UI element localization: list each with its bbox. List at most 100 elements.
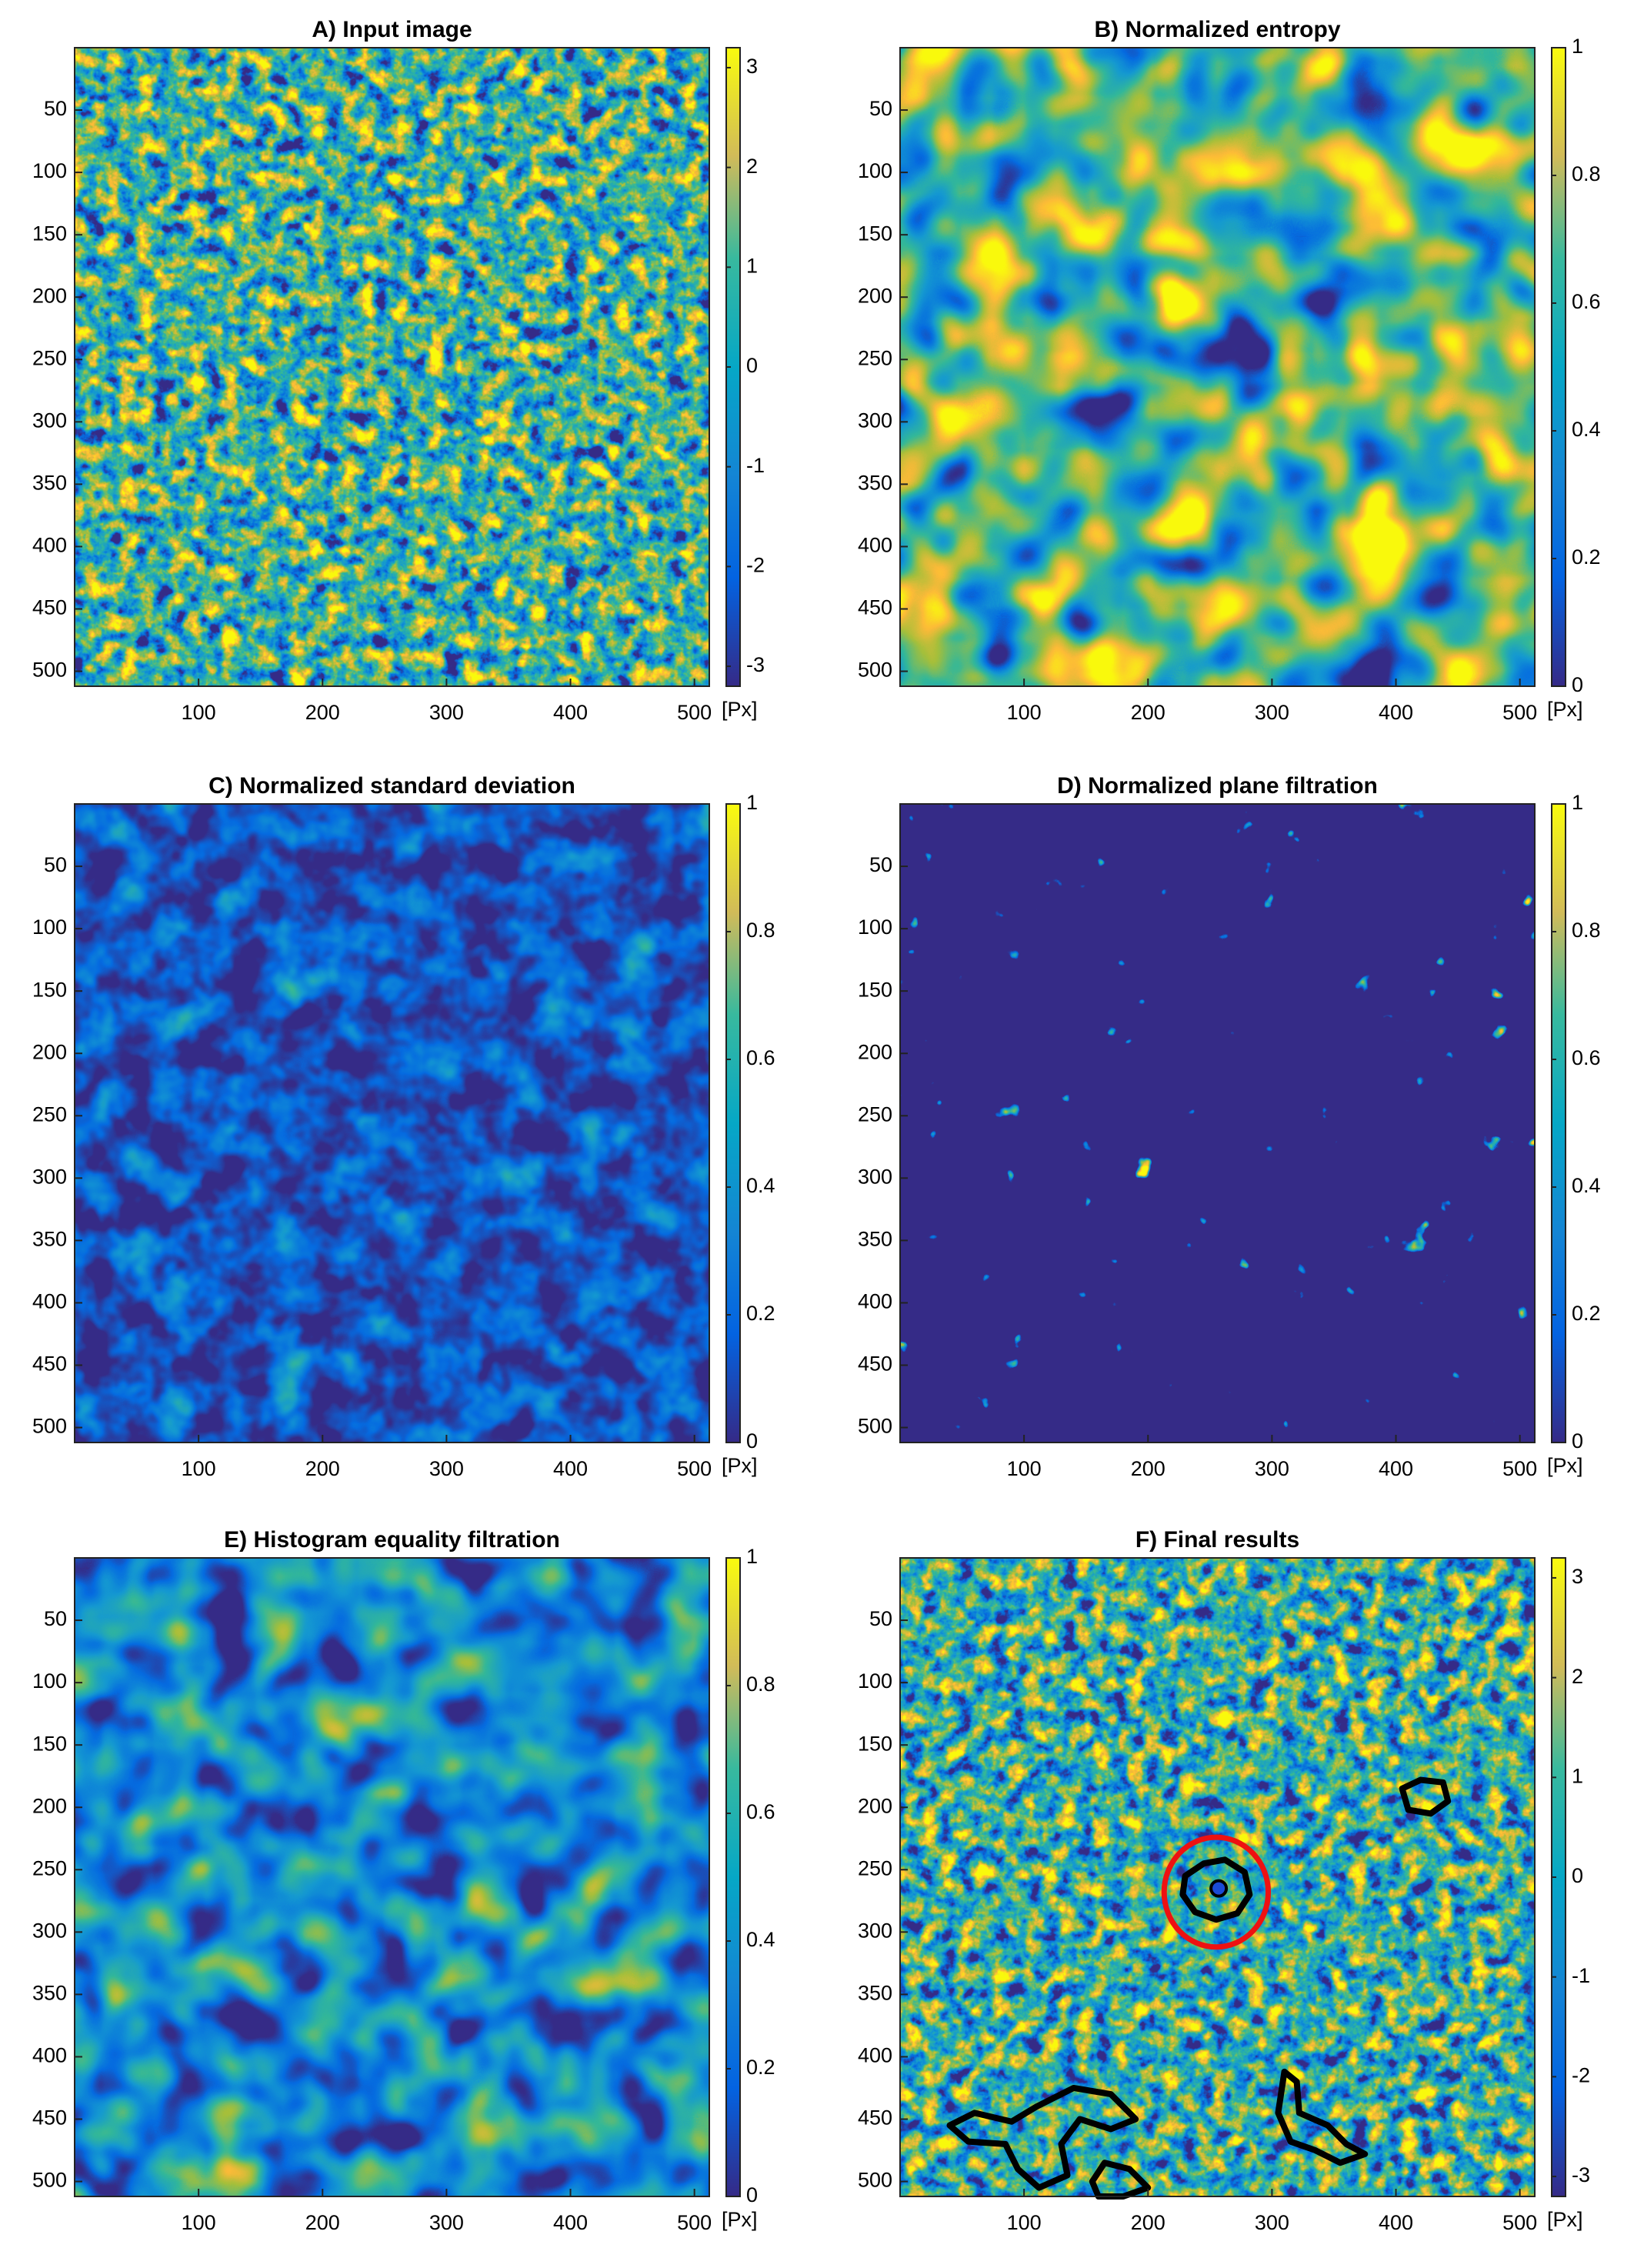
- panel: D) Normalized plane filtration 100 200 300 4…: [858, 773, 1601, 1480]
- colorbar-tick-label: 0.4: [746, 1174, 775, 1197]
- colorbar-tick-label: 2: [746, 155, 758, 178]
- colorbar: [1551, 803, 1566, 1443]
- y-tick-label: 150: [32, 1732, 67, 1755]
- y-tick-label: 450: [858, 1352, 892, 1376]
- x-tick-label: 300: [429, 1457, 464, 1480]
- y-tick-label: 400: [858, 2044, 892, 2067]
- x-tick-label: 100: [182, 701, 216, 724]
- y-tick-label: 250: [32, 346, 67, 369]
- y-tick-label: 450: [32, 2106, 67, 2130]
- axes-box: [899, 803, 1536, 1443]
- x-tick-label: 200: [305, 2211, 340, 2234]
- y-tick-label: 100: [32, 159, 67, 182]
- x-tick-label: 400: [1379, 701, 1413, 724]
- x-tick-label: 400: [1379, 1457, 1413, 1480]
- y-tick-label: 450: [858, 2106, 892, 2130]
- panel-title: E) Histogram equality filtration: [224, 1527, 560, 1553]
- contour: [1179, 1856, 1253, 1923]
- colorbar: [725, 1557, 741, 2197]
- x-tick-label: 300: [1255, 1457, 1289, 1480]
- colorbar-tick-label: 0.2: [1572, 545, 1601, 569]
- x-tick-label: 500: [1502, 701, 1537, 724]
- colorbar-tick-label: 0: [1572, 673, 1583, 696]
- y-tick-label: 400: [32, 2044, 67, 2067]
- contour: [946, 2084, 1139, 2191]
- y-tick-label: 500: [858, 1415, 892, 1438]
- x-tick-label: 500: [1502, 2211, 1537, 2234]
- contour: [1275, 2068, 1369, 2166]
- colorbar-tick-label: -3: [746, 653, 765, 676]
- panel-title: F) Final results: [1135, 1527, 1299, 1553]
- y-tick-label: 350: [858, 1982, 892, 2005]
- colorbar-tick-label: 0: [746, 1429, 758, 1453]
- y-tick-label: 350: [858, 1228, 892, 1251]
- colorbar-tick-label: 0.2: [746, 1302, 775, 1325]
- heatmap-image: [75, 804, 709, 1443]
- colorbar-label: [Px]: [1547, 1454, 1583, 1477]
- colorbar-tick-label: 0.2: [1572, 1302, 1601, 1325]
- panel: F) Final results 100 200 300 400 500 50 100 150 2…: [858, 1527, 1590, 2234]
- y-tick-label: 250: [858, 346, 892, 369]
- panel-title: A) Input image: [312, 17, 472, 42]
- colorbar-tick-label: 0.8: [746, 919, 775, 942]
- y-tick-label: 100: [858, 1669, 892, 1693]
- colorbar-label: [Px]: [722, 698, 758, 721]
- colorbar-tick-label: 0.6: [746, 1046, 775, 1069]
- axes-box: [899, 1557, 1536, 2197]
- colorbar-label: [Px]: [1547, 2208, 1583, 2231]
- x-tick-label: 100: [182, 1457, 216, 1480]
- y-tick-label: 200: [32, 1040, 67, 1063]
- y-tick-label: 450: [32, 596, 67, 619]
- y-tick-label: 500: [32, 1415, 67, 1438]
- y-tick-label: 250: [858, 1856, 892, 1879]
- axes-box: [74, 1557, 710, 2197]
- y-tick-label: 300: [858, 409, 892, 432]
- colorbar-tick-label: 1: [1572, 791, 1583, 814]
- target-dot: [1209, 1879, 1229, 1898]
- colorbar-label: [Px]: [1547, 698, 1583, 721]
- panel: A) Input image 100 200 300 400 500 50 100 150 200…: [32, 17, 765, 724]
- colorbar-tick-label: 0.8: [1572, 919, 1601, 942]
- y-tick-label: 100: [858, 159, 892, 182]
- x-tick-label: 500: [677, 701, 712, 724]
- axes-box: [74, 47, 710, 687]
- colorbar-label: [Px]: [722, 1454, 758, 1477]
- y-tick-label: 250: [858, 1102, 892, 1126]
- colorbar-tick-label: 0.4: [1572, 1174, 1601, 1197]
- y-tick-label: 200: [858, 284, 892, 307]
- axes-box: [899, 47, 1536, 687]
- colorbar: [725, 803, 741, 1443]
- colorbar-tick-label: 0: [746, 2183, 758, 2206]
- y-tick-label: 50: [869, 1607, 892, 1630]
- axes-box: [74, 803, 710, 1443]
- y-tick-label: 100: [32, 1669, 67, 1693]
- y-tick-label: 50: [44, 853, 67, 876]
- colorbar-tick-label: 1: [746, 791, 758, 814]
- y-tick-label: 150: [858, 1732, 892, 1755]
- x-tick-label: 400: [553, 701, 588, 724]
- y-tick-label: 100: [32, 916, 67, 939]
- x-tick-label: 500: [677, 2211, 712, 2234]
- y-tick-label: 250: [32, 1102, 67, 1126]
- panel-title: B) Normalized entropy: [1094, 17, 1340, 42]
- y-tick-label: 300: [32, 1165, 67, 1188]
- x-tick-label: 400: [553, 2211, 588, 2234]
- colorbar-tick-label: 1: [746, 1545, 758, 1568]
- y-tick-label: 300: [858, 1919, 892, 1942]
- y-tick-label: 500: [32, 2169, 67, 2192]
- y-tick-label: 400: [858, 1290, 892, 1313]
- y-tick-label: 400: [858, 534, 892, 557]
- colorbar-tick-label: 3: [746, 55, 758, 78]
- colorbar-tick-label: 2: [1572, 1665, 1583, 1688]
- x-tick-label: 300: [1255, 2211, 1289, 2234]
- heatmap-image: [900, 804, 1535, 1443]
- x-tick-label: 400: [553, 1457, 588, 1480]
- x-tick-label: 200: [1131, 701, 1165, 724]
- x-tick-label: 100: [1007, 701, 1042, 724]
- y-tick-label: 200: [858, 1040, 892, 1063]
- colorbar-tick-label: 0.4: [746, 1928, 775, 1951]
- panel-title: D) Normalized plane filtration: [1057, 773, 1378, 799]
- y-tick-label: 350: [858, 472, 892, 495]
- colorbar-tick-label: 0.6: [746, 1800, 775, 1823]
